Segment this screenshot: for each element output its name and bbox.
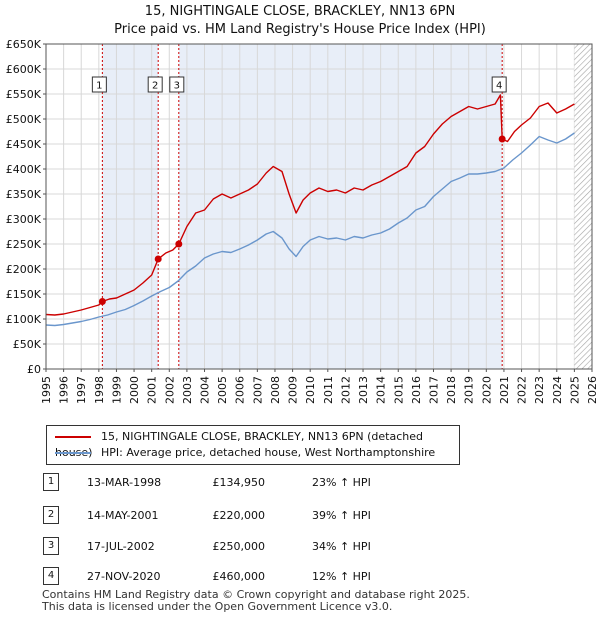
x-tick-label: 2018: [445, 376, 458, 404]
sale-number-badge: 2: [43, 506, 59, 524]
sale-number-badge: 1: [43, 473, 59, 491]
sale-price: £250,000: [212, 540, 266, 553]
sale-1-point: [98, 298, 106, 306]
footer-note: Contains HM Land Registry data © Crown c…: [42, 589, 470, 613]
sale-hpi-change: 34% ↑ HPI: [312, 540, 371, 553]
sale-2-marker-label: 2: [152, 81, 158, 92]
legend-item-hpi: HPI: Average price, detached house, West…: [55, 445, 435, 461]
y-tick-label: £550K: [6, 88, 42, 101]
x-tick-label: 2008: [269, 376, 282, 404]
chart-legend: 15, NIGHTINGALE CLOSE, BRACKLEY, NN13 6P…: [46, 425, 460, 465]
x-tick-label: 1999: [110, 376, 123, 404]
sale-3-marker-box: [169, 76, 185, 93]
x-tick-label: 2026: [586, 376, 599, 404]
y-tick-label: £450K: [6, 138, 42, 151]
sale-hpi-change: 12% ↑ HPI: [312, 570, 371, 583]
x-tick-label: 1995: [40, 376, 53, 404]
x-tick-label: 2016: [410, 376, 423, 404]
x-tick-label: 2022: [516, 376, 529, 404]
x-tick-label: 2003: [181, 376, 194, 404]
sale-price: £460,000: [212, 570, 266, 583]
x-tick-label: 2017: [427, 376, 440, 404]
y-tick-label: £300K: [6, 213, 42, 226]
sale-3-marker-label: 3: [174, 81, 180, 92]
sale-price: £220,000: [212, 509, 266, 522]
legend-label-hpi: HPI: Average price, detached house, West…: [101, 446, 436, 459]
sale-number-badge: 3: [43, 537, 59, 555]
x-tick-label: 2011: [322, 376, 335, 404]
x-tick-label: 2007: [251, 376, 264, 404]
x-tick-label: 2023: [533, 376, 546, 404]
x-tick-label: 2015: [392, 376, 405, 404]
footer-line-2: This data is licensed under the Open Gov…: [42, 600, 393, 613]
y-tick-label: £400K: [6, 163, 42, 176]
x-tick-label: 2005: [216, 376, 229, 404]
sale-4-marker-box: [491, 76, 507, 93]
ownership-band: [102, 44, 159, 369]
chart-title: 15, NIGHTINGALE CLOSE, BRACKLEY, NN13 6P…: [0, 3, 600, 39]
forecast-hatch: [574, 44, 592, 369]
x-tick-label: 1996: [58, 376, 71, 404]
y-tick-label: £0: [27, 363, 41, 376]
x-tick-label: 2010: [304, 376, 317, 404]
x-tick-label: 1997: [75, 376, 88, 404]
x-tick-label: 2009: [287, 376, 300, 404]
property-price-line: [45, 94, 575, 316]
x-tick-label: 2021: [498, 376, 511, 404]
sale-1-marker-label: 1: [96, 81, 102, 92]
x-tick-label: 2013: [357, 376, 370, 404]
sale-2-marker-box: [147, 76, 163, 93]
sale-2-point: [154, 255, 162, 263]
table-row: 3 17-JUL-2002 £250,000 34% ↑ HPI: [0, 534, 600, 558]
y-tick-label: £250K: [6, 238, 42, 251]
ownership-band: [178, 44, 503, 369]
price-chart: 1 2 3 4 £0 £50K £100K £150K £200K £250K £300K £350…: [6, 38, 599, 404]
sale-date: 14-MAY-2001: [87, 509, 159, 522]
x-tick-label: 2000: [128, 376, 141, 404]
sale-date: 27-NOV-2020: [87, 570, 161, 583]
y-tick-label: £650K: [6, 38, 42, 51]
sale-hpi-change: 23% ↑ HPI: [312, 476, 371, 489]
x-tick-label: 2019: [463, 376, 476, 404]
y-tick-label: £200K: [6, 263, 42, 276]
sale-hpi-change: 39% ↑ HPI: [312, 509, 371, 522]
y-tick-label: £350K: [6, 188, 42, 201]
y-tick-label: £100K: [6, 313, 42, 326]
x-tick-label: 2014: [375, 376, 388, 404]
sale-3-point: [175, 240, 183, 248]
x-tick-label: 2020: [480, 376, 493, 404]
legend-item-property: 15, NIGHTINGALE CLOSE, BRACKLEY, NN13 6P…: [55, 429, 459, 459]
x-tick-label: 1998: [93, 376, 106, 404]
legend-swatch-property: [55, 436, 91, 438]
x-tick-label: 2024: [551, 376, 564, 404]
sale-price: £134,950: [212, 476, 266, 489]
title-line-1: 15, NIGHTINGALE CLOSE, BRACKLEY, NN13 6P…: [144, 4, 456, 19]
y-tick-label: £150K: [6, 288, 42, 301]
x-tick-label: 2006: [234, 376, 247, 404]
y-tick-label: £600K: [6, 63, 42, 76]
table-row: 4 27-NOV-2020 £460,000 12% ↑ HPI: [0, 564, 600, 588]
sale-4-point: [498, 135, 506, 143]
table-row: 1 13-MAR-1998 £134,950 23% ↑ HPI: [0, 470, 600, 494]
sale-1-marker-box: [91, 76, 107, 93]
title-line-2: Price paid vs. HM Land Registry's House …: [114, 22, 486, 37]
plot-frame: [45, 43, 593, 370]
x-tick-label: 2025: [568, 376, 581, 404]
sale-number-badge: 4: [43, 567, 59, 585]
x-tick-label: 2012: [339, 376, 352, 404]
x-tick-label: 2004: [199, 376, 212, 404]
y-tick-label: £50K: [13, 338, 42, 351]
footer-line-1: Contains HM Land Registry data © Crown c…: [42, 588, 470, 601]
table-row: 2 14-MAY-2001 £220,000 39% ↑ HPI: [0, 503, 600, 527]
legend-swatch-hpi: [55, 452, 91, 454]
x-tick-label: 2001: [146, 376, 159, 404]
sale-date: 13-MAR-1998: [87, 476, 162, 489]
y-tick-label: £500K: [6, 113, 42, 126]
hpi-line: [45, 132, 575, 327]
x-tick-label: 2002: [163, 376, 176, 404]
sale-4-marker-label: 4: [496, 81, 502, 92]
sale-date: 17-JUL-2002: [87, 540, 155, 553]
